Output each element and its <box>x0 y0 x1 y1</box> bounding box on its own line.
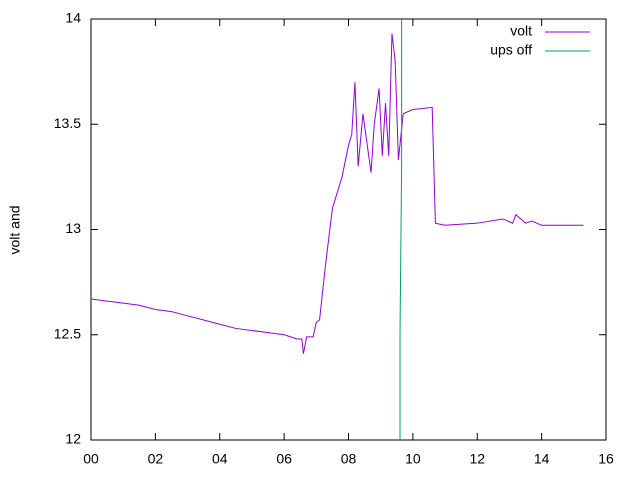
y-tick-label: 14 <box>65 10 81 26</box>
x-tick-label: 14 <box>534 451 550 467</box>
x-tick-label: 02 <box>148 451 164 467</box>
x-tick-label: 00 <box>83 451 99 467</box>
series-line <box>399 19 403 440</box>
y-tick-label: 13 <box>65 220 81 236</box>
x-tick-label: 12 <box>469 451 485 467</box>
y-tick-label: 12.5 <box>54 325 81 341</box>
series-line <box>90 33 584 354</box>
legend-label: volt <box>510 23 532 39</box>
y-axis-label: volt and <box>7 205 23 254</box>
y-tick-label: 13.5 <box>54 115 81 131</box>
x-tick-label: 16 <box>598 451 614 467</box>
plot-frame <box>90 18 607 441</box>
x-tick-label: 06 <box>276 451 292 467</box>
y-tick-label: 12 <box>65 431 81 447</box>
x-tick-label: 10 <box>405 451 421 467</box>
legend-label: ups off <box>490 42 532 58</box>
x-tick-label: 04 <box>212 451 228 467</box>
x-tick-label: 08 <box>341 451 357 467</box>
